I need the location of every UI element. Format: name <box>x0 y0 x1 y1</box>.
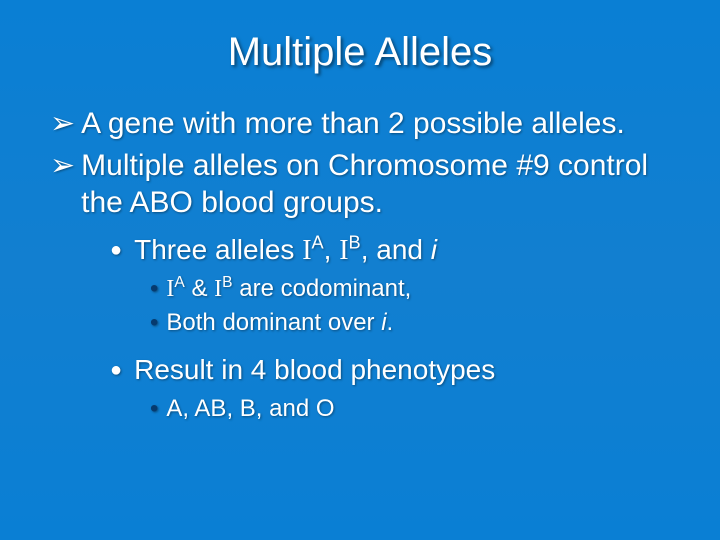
dot-icon: • <box>150 273 158 305</box>
bullet-item: • Both dominant over i. <box>150 307 680 338</box>
bullet-text: IA & IB are codominant, <box>166 273 680 305</box>
bullet-text: A gene with more than 2 possible alleles… <box>81 105 680 143</box>
bullet-item: • A, AB, B, and O <box>150 393 680 424</box>
slide-title: Multiple Alleles <box>40 30 680 75</box>
bullet-text: A, AB, B, and O <box>166 393 680 424</box>
bullet-text: Both dominant over i. <box>166 307 680 338</box>
bullet-item: ● Result in 4 blood phenotypes <box>110 352 680 388</box>
bullet-item: ➢ A gene with more than 2 possible allel… <box>50 105 680 143</box>
dot-icon: • <box>150 307 158 338</box>
dot-icon: • <box>150 393 158 424</box>
bullet-text: Three alleles IA, IB, and i <box>134 232 680 269</box>
bullet-text: Multiple alleles on Chromosome #9 contro… <box>81 147 680 222</box>
chevron-right-icon: ➢ <box>50 147 75 222</box>
bullet-item: • IA & IB are codominant, <box>150 273 680 305</box>
disc-icon: ● <box>110 352 122 388</box>
bullet-text: Result in 4 blood phenotypes <box>134 352 680 388</box>
disc-icon: ● <box>110 232 122 269</box>
bullet-item: ● Three alleles IA, IB, and i <box>110 232 680 269</box>
bullet-item: ➢ Multiple alleles on Chromosome #9 cont… <box>50 147 680 222</box>
slide: Multiple Alleles ➢ A gene with more than… <box>0 0 720 540</box>
chevron-right-icon: ➢ <box>50 105 75 143</box>
